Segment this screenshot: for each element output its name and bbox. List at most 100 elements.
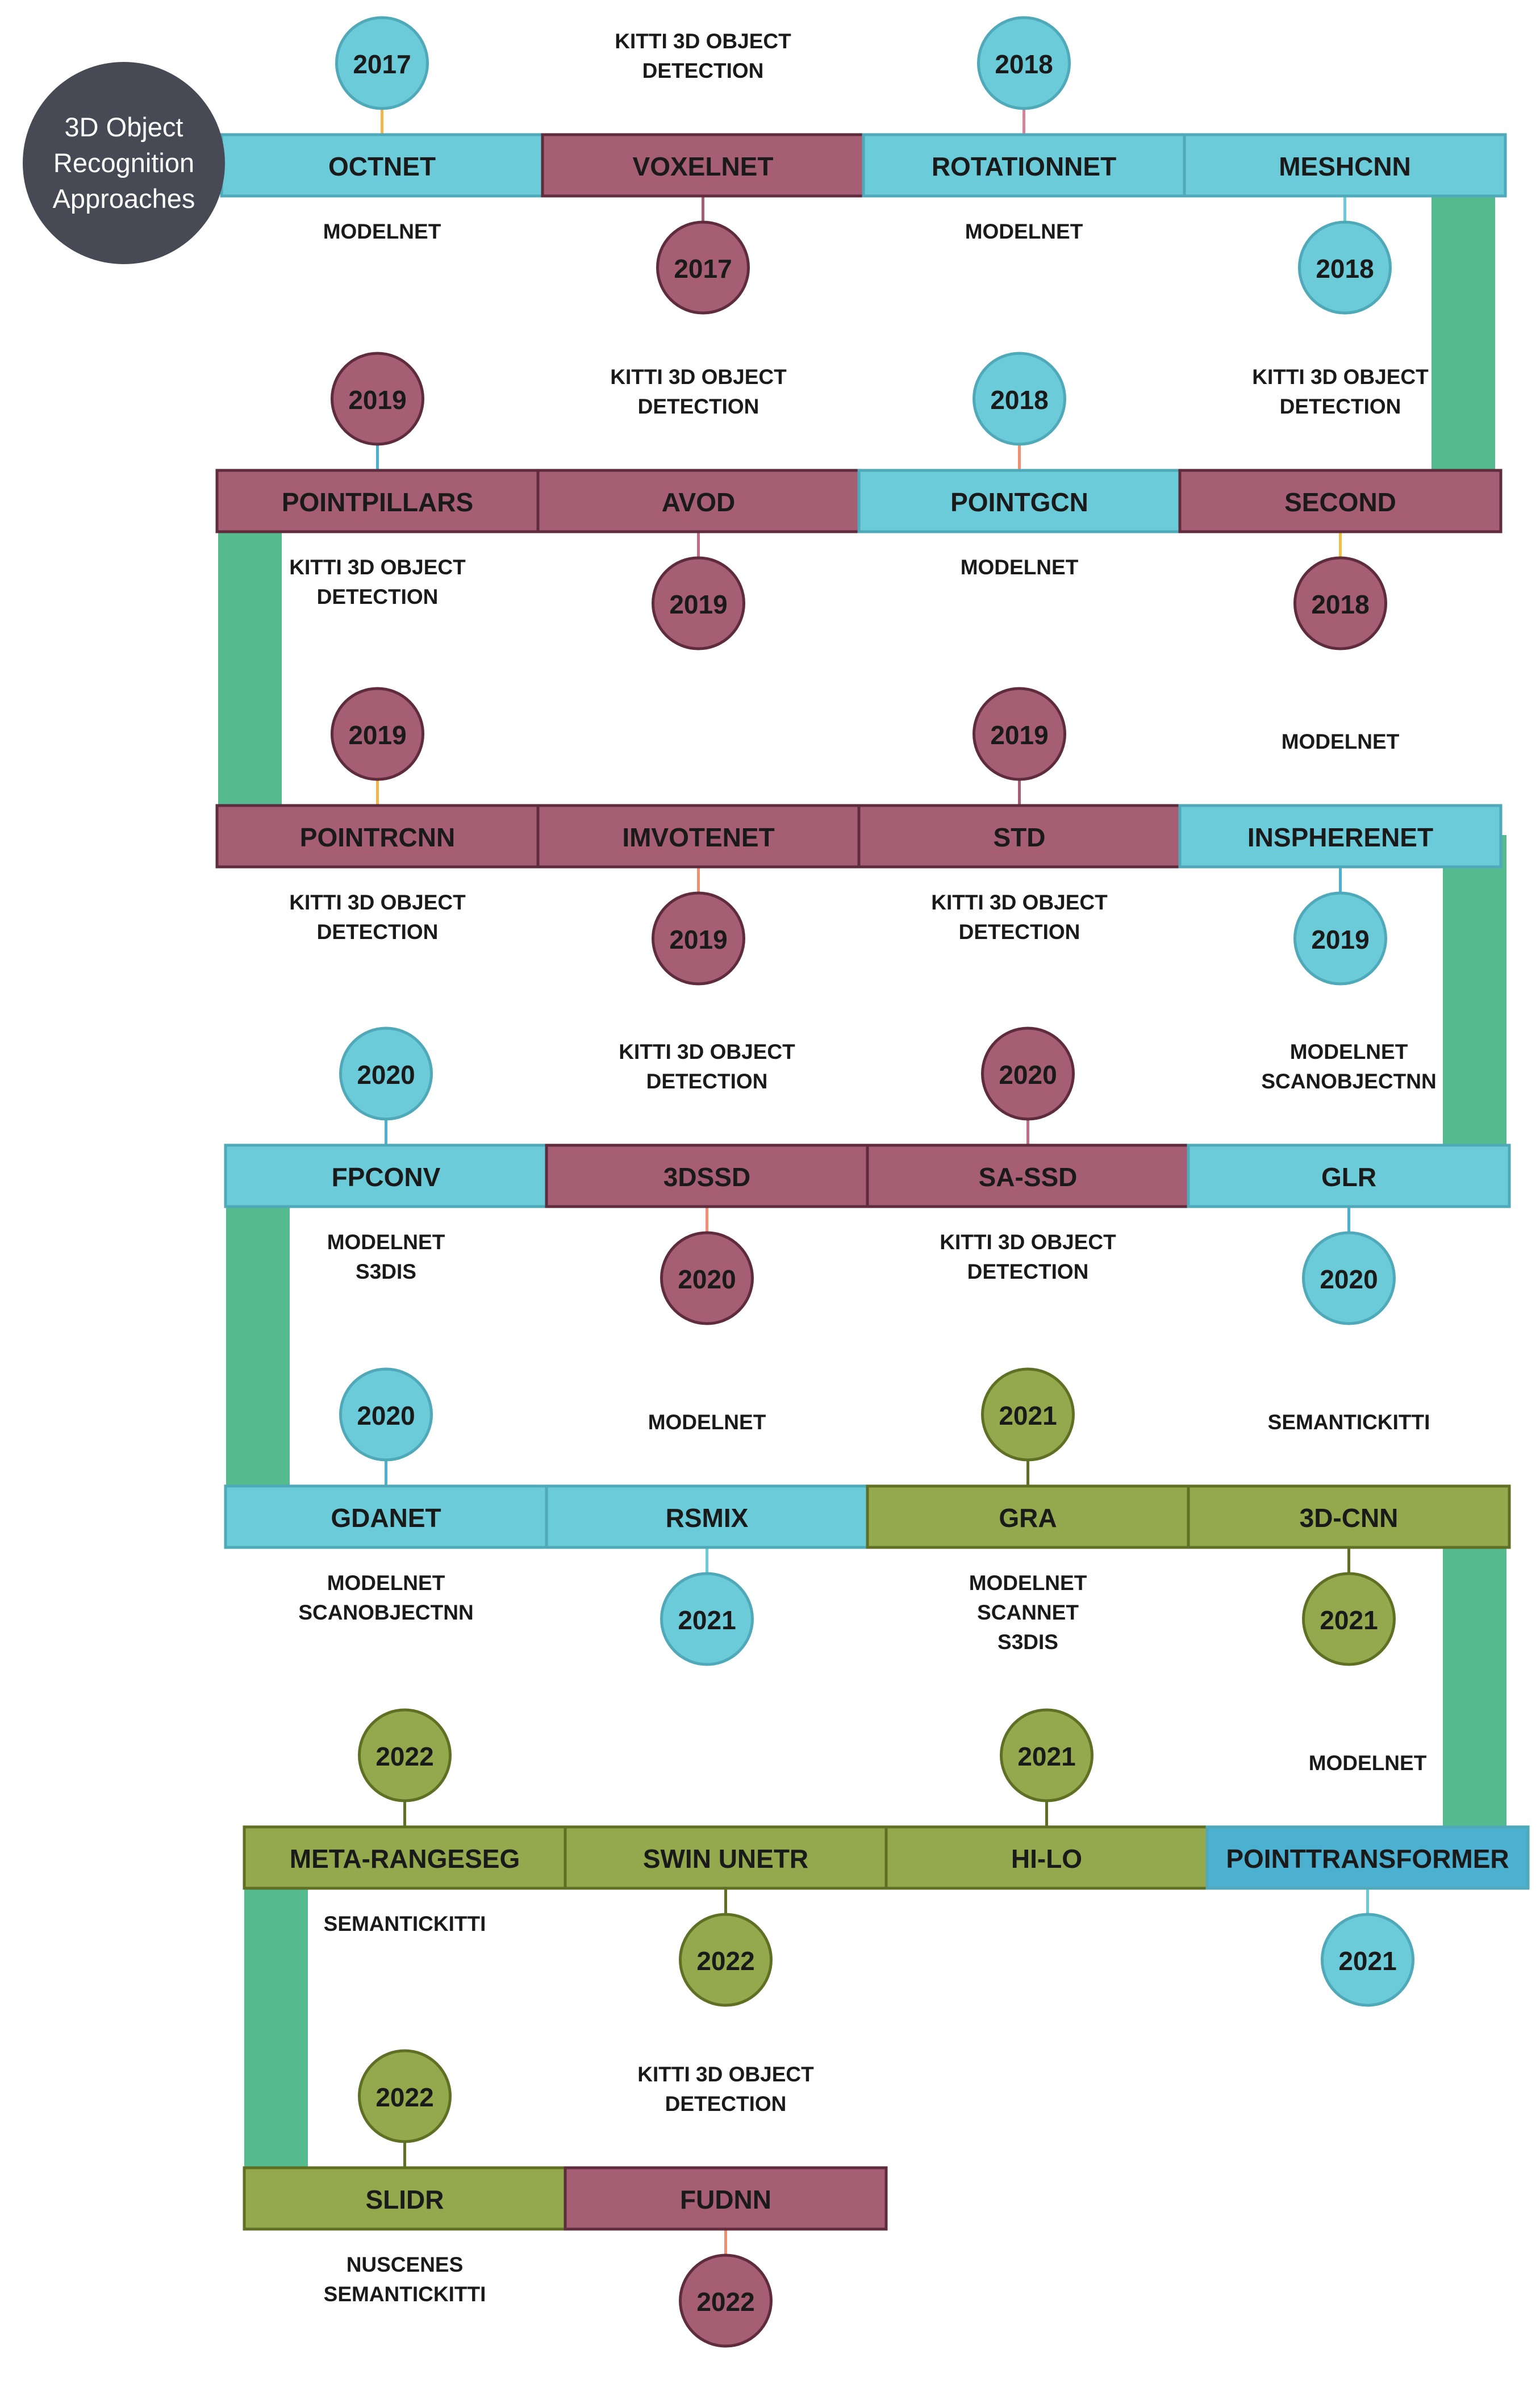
year-label: 2019 [1311, 925, 1369, 954]
row-connector [1443, 1517, 1506, 1858]
method-bar [1205, 1825, 1530, 1890]
year-circle [1298, 220, 1392, 315]
row-connector [1443, 835, 1506, 1176]
title-circle [23, 62, 225, 264]
year-circle [973, 687, 1066, 781]
year-label: 2020 [678, 1265, 736, 1294]
method-bar [243, 2166, 567, 2231]
year-label: 2022 [375, 2083, 433, 2112]
year-circle [679, 2254, 773, 2348]
title-badge: 3D Object Recognition Approaches [23, 62, 225, 264]
year-label: 2017 [353, 49, 411, 79]
method-bar [224, 1484, 548, 1549]
method-3d-cnn: 3D-CNN 2021 SEMANTICKITTI [1187, 1411, 1511, 1666]
method-gdanet: GDANET 2020 MODELNET SCANOBJECTNN [224, 1367, 548, 1624]
method-label: FPCONV [332, 1162, 441, 1192]
method-imvotenet: IMVOTENET 2019 [536, 804, 861, 986]
year-circle [656, 220, 750, 315]
year-circle [679, 1913, 773, 2007]
method-3dssd: 3DSSD 2020 KITTI 3D OBJECT DETECTION [545, 1040, 869, 1325]
dataset-label: NUSCENES [347, 2253, 464, 2276]
dataset-label: MODELNET [965, 220, 1083, 243]
method-hi-lo: HI-LO 2021 [884, 1708, 1209, 1890]
method-glr: GLR 2020 MODELNET SCANOBJECTNN [1187, 1040, 1511, 1325]
year-circle [331, 352, 424, 446]
dataset-label: DETECTION [665, 2092, 787, 2115]
method-swin-unetr: SWIN UNETR 2022 [564, 1825, 888, 2007]
method-bar [541, 133, 865, 198]
method-label: AVOD [662, 487, 736, 517]
year-circle [1302, 1572, 1396, 1666]
year-circle [973, 352, 1066, 446]
method-label: 3D-CNN [1300, 1503, 1399, 1533]
method-label: POINTTRANSFORMER [1226, 1844, 1509, 1873]
dataset-label: DETECTION [959, 920, 1080, 944]
method-std: STD 2019 KITTI 3D OBJECT DETECTION [857, 687, 1182, 944]
method-avod: AVOD 2019 KITTI 3D OBJECT DETECTION [536, 365, 861, 650]
method-label: VOXELNET [633, 152, 774, 181]
method-voxelnet: VOXELNET 2017 KITTI 3D OBJECT DETECTION [541, 30, 865, 315]
year-label: 2019 [669, 590, 727, 619]
dataset-label: MODELNET [1282, 730, 1400, 753]
dataset-label: SCANOBJECTNN [1261, 1070, 1436, 1093]
method-label: RSMIX [666, 1503, 749, 1533]
row-connector [1432, 165, 1495, 500]
row-connector [226, 1176, 290, 1517]
method-octnet: OCTNET 2017 MODELNET [220, 16, 544, 243]
year-circle [652, 556, 745, 650]
year-circle [660, 1231, 754, 1325]
method-bar [866, 1484, 1190, 1549]
method-pointgcn: POINTGCN 2018 MODELNET [857, 352, 1182, 579]
method-meshcnn: MESHCNN 2018 [1183, 133, 1507, 315]
year-circle [339, 1026, 433, 1121]
timeline-row: SLIDR 2022 NUSCENES SEMANTICKITTI FUDNN 2022 K… [243, 2049, 888, 2348]
method-bar [866, 1144, 1190, 1208]
method-label: META-RANGESEG [290, 1844, 520, 1873]
method-label: POINTRCNN [300, 823, 455, 852]
timeline-row: GDANET 2020 MODELNET SCANOBJECTNN RSMIX 2021 M… [224, 1367, 1511, 1666]
year-label: 2020 [999, 1060, 1057, 1090]
method-pointtransformer: POINTTRANSFORMER 2021 MODELNET [1205, 1751, 1530, 2007]
method-rsmix: RSMIX 2021 MODELNET [545, 1411, 869, 1666]
year-label: 2020 [357, 1401, 415, 1430]
method-label: MESHCNN [1279, 152, 1411, 181]
dataset-label: KITTI 3D OBJECT [619, 1040, 795, 1063]
dataset-label: DETECTION [317, 920, 439, 944]
method-label: SECOND [1284, 487, 1396, 517]
year-label: 2017 [674, 254, 732, 283]
method-bar [536, 469, 861, 533]
year-circle [339, 1367, 433, 1462]
method-bar [545, 1144, 869, 1208]
year-circle [1302, 1231, 1396, 1325]
year-circle [981, 1367, 1075, 1462]
row-connector [218, 500, 282, 835]
year-label: 2021 [678, 1605, 736, 1635]
method-label: ROTATIONNET [932, 152, 1116, 181]
title-line-1: 3D Object [65, 112, 183, 142]
year-label: 2018 [1311, 590, 1369, 619]
method-sa-ssd: SA-SSD 2020 KITTI 3D OBJECT DETECTION [866, 1026, 1190, 1283]
method-label: 3DSSD [663, 1162, 750, 1192]
method-slidr: SLIDR 2022 NUSCENES SEMANTICKITTI [243, 2049, 567, 2306]
timeline-row: META-RANGESEG 2022 SEMANTICKITTI SWIN UNETR… [243, 1708, 1530, 2007]
year-circle [358, 1708, 452, 1802]
dataset-label: DETECTION [967, 1260, 1089, 1283]
timeline-row: POINTPILLARS 2019 KITTI 3D OBJECT DETECTION… [215, 352, 1503, 650]
title-line-3: Approaches [53, 183, 195, 214]
year-label: 2018 [1316, 254, 1374, 283]
year-circle [1000, 1708, 1094, 1802]
dataset-label: KITTI 3D OBJECT [610, 365, 787, 389]
method-label: GLR [1321, 1162, 1376, 1192]
dataset-label: S3DIS [998, 1630, 1058, 1654]
method-label: SWIN UNETR [643, 1844, 808, 1873]
title-line-2: Recognition [53, 148, 194, 178]
dataset-label: KITTI 3D OBJECT [289, 891, 466, 914]
year-label: 2021 [1017, 1742, 1075, 1771]
year-circle [358, 2049, 452, 2143]
method-label: POINTGCN [950, 487, 1088, 517]
year-label: 2021 [1338, 1946, 1396, 1976]
method-second: SECOND 2018 KITTI 3D OBJECT DETECTION [1178, 365, 1503, 650]
dataset-label: KITTI 3D OBJECT [615, 30, 791, 53]
method-gra: GRA 2021 MODELNET SCANNET S3DIS [866, 1367, 1190, 1654]
